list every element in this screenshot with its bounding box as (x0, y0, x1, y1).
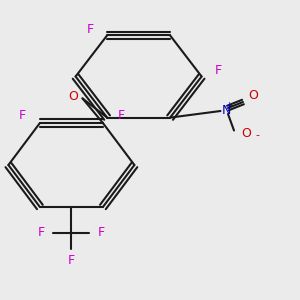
Text: F: F (87, 23, 94, 36)
Text: F: F (38, 226, 45, 239)
Text: O: O (69, 90, 78, 104)
Text: O: O (249, 89, 258, 103)
Text: F: F (98, 226, 105, 239)
Text: F: F (18, 109, 26, 122)
Text: N: N (222, 104, 231, 118)
Text: O: O (241, 127, 251, 140)
Text: F: F (117, 109, 124, 122)
Text: -: - (255, 130, 259, 140)
Text: F: F (68, 254, 75, 268)
Text: +: + (225, 100, 232, 109)
Text: F: F (214, 64, 222, 77)
